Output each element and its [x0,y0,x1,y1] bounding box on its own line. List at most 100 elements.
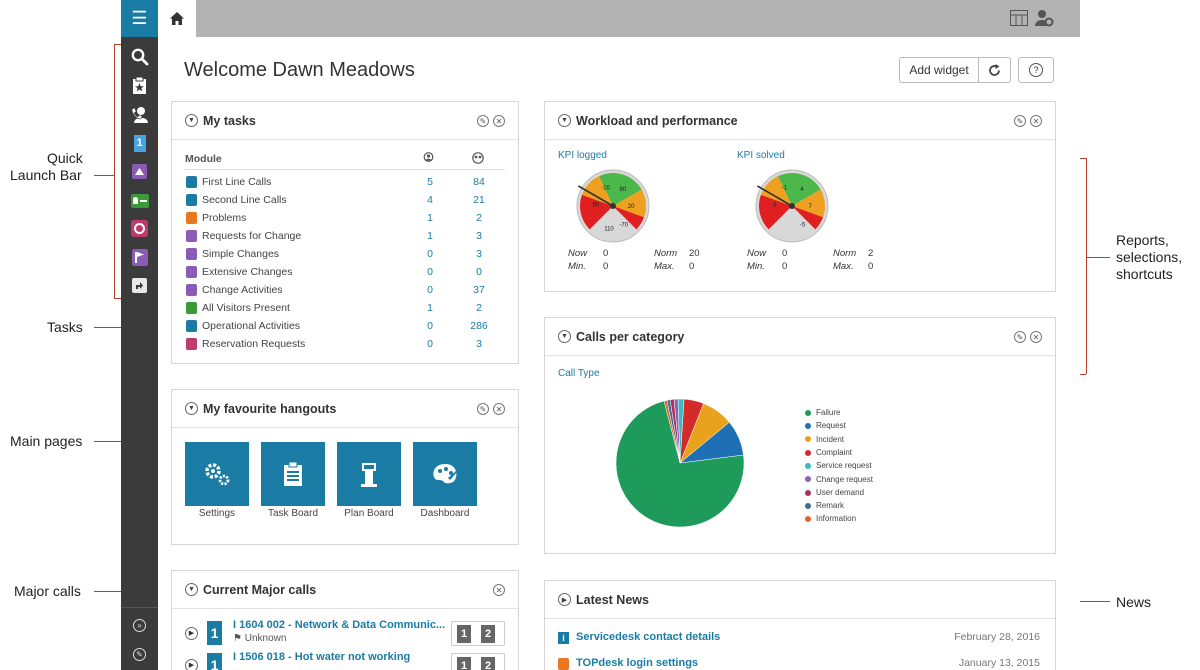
collapse-icon[interactable]: ▼ [185,402,198,415]
group-count[interactable]: 286 [470,320,488,332]
escalate-second-line-icon[interactable]: 2 [481,625,495,643]
refresh-button[interactable] [978,57,1011,83]
close-widget-icon[interactable]: ✕ [1030,331,1042,343]
table-row[interactable]: Operational Activities 0 286 [185,317,505,335]
table-row[interactable]: Requests for Change 1 3 [185,227,505,245]
expand-sidebar-icon[interactable]: » [130,616,149,635]
table-row[interactable]: All Visitors Present 1 2 [185,299,505,317]
escalate-first-line-icon[interactable]: 1 [457,625,471,643]
table-row[interactable]: Second Line Calls 4 21 [185,191,505,209]
add-widget-button[interactable]: Add widget [899,57,979,83]
expand-icon[interactable]: ▶ [558,593,571,606]
edit-widget-icon[interactable]: ✎ [1014,115,1026,127]
legend-item[interactable]: Service request [805,459,872,472]
group-count[interactable]: 3 [476,230,482,242]
news-title[interactable]: TOPdesk login settings [576,657,699,669]
news-title[interactable]: Servicedesk contact details [576,631,721,643]
widget-title: Current Major calls [203,582,317,597]
search-icon[interactable] [130,47,149,66]
legend-item[interactable]: Request [805,419,846,432]
collapse-icon[interactable]: ▼ [185,114,198,127]
visitors-icon[interactable] [130,191,149,210]
mine-count[interactable]: 0 [427,320,433,332]
major-call-title[interactable]: I 1506 018 - Hot water not working [233,651,411,663]
user-settings-icon[interactable] [1035,9,1054,32]
edit-widget-icon[interactable]: ✎ [477,403,489,415]
news-item[interactable]: TOPdesk login settings January 13, 2015 [558,657,1040,670]
close-widget-icon[interactable]: ✕ [493,115,505,127]
mine-count[interactable]: 4 [427,194,433,206]
collapse-icon[interactable]: ▼ [185,583,198,596]
layout-icon[interactable] [1010,10,1028,31]
mine-count[interactable]: 1 [427,212,433,224]
gauge-tick-label: 4 [800,187,804,193]
chart-subtitle[interactable]: Call Type [558,368,600,379]
edit-widget-icon[interactable]: ✎ [477,115,489,127]
change-icon[interactable] [130,162,149,181]
collapse-icon[interactable]: ▼ [558,114,571,127]
table-row[interactable]: Simple Changes 0 3 [185,245,505,263]
favourites-clipboard-icon[interactable] [130,76,149,95]
gauge-label[interactable]: KPI solved [737,150,785,161]
legend-item[interactable]: Information [805,512,856,525]
tile-dashboard[interactable] [413,442,477,506]
edit-widget-icon[interactable]: ✎ [1014,331,1026,343]
major-call-title[interactable]: I 1604 002 - Network & Data Communic... [233,619,446,631]
operations-icon[interactable] [130,248,149,267]
reservations-icon[interactable] [130,219,149,238]
legend-item[interactable]: Incident [805,433,844,446]
mine-count[interactable]: 5 [427,176,433,188]
group-count[interactable]: 3 [476,338,482,350]
legend-item[interactable]: Remark [805,499,844,512]
tile-settings[interactable] [185,442,249,506]
gauge-label[interactable]: KPI logged [558,150,607,161]
news-date: January 13, 2015 [958,657,1040,669]
collapse-icon[interactable]: ▼ [558,330,571,343]
mine-count[interactable]: 0 [427,284,433,296]
widget-header: ▼ My tasks ✎ ✕ [172,102,518,140]
group-count[interactable]: 37 [473,284,485,296]
menu-icon[interactable]: ☰ [121,0,158,37]
mine-count[interactable]: 1 [427,230,433,242]
close-widget-icon[interactable]: ✕ [1030,115,1042,127]
help-button[interactable]: ? [1018,57,1054,83]
first-line-calls-icon[interactable]: 1 [130,134,149,153]
escalate-second-line-icon[interactable]: 2 [481,657,495,670]
close-widget-icon[interactable]: ✕ [493,403,505,415]
group-count[interactable]: 0 [476,266,482,278]
pie-slice-failure[interactable] [615,400,745,528]
table-row[interactable]: Reservation Requests 0 3 [185,335,505,353]
table-row[interactable]: Change Activities 0 37 [185,281,505,299]
shortcut-icon[interactable] [130,276,149,295]
mine-count[interactable]: 1 [427,302,433,314]
caller-icon[interactable] [130,105,149,124]
group-count[interactable]: 3 [476,248,482,260]
expand-icon[interactable]: ▶ [185,659,198,670]
close-widget-icon[interactable]: ✕ [493,584,505,596]
legend-item[interactable]: Complaint [805,446,852,459]
legend-item[interactable]: Failure [805,406,840,419]
tile-plan-board[interactable] [337,442,401,506]
mine-count[interactable]: 0 [427,266,433,278]
table-row[interactable]: First Line Calls 5 84 [185,173,505,191]
group-count[interactable]: 2 [476,302,482,314]
mine-count[interactable]: 0 [427,338,433,350]
mine-count[interactable]: 0 [427,248,433,260]
group-count[interactable]: 2 [476,212,482,224]
table-row[interactable]: Extensive Changes 0 0 [185,263,505,281]
legend-item[interactable]: Change request [805,473,873,486]
major-call-item[interactable]: ▶ 1 I 1604 002 - Network & Data Communic… [185,619,505,659]
legend-swatch [805,489,811,496]
edit-quick-launch-icon[interactable]: ✎ [130,645,149,664]
expand-icon[interactable]: ▶ [185,627,198,640]
legend-item[interactable]: User demand [805,486,864,499]
table-row[interactable]: Problems 1 2 [185,209,505,227]
news-item[interactable]: i Servicedesk contact details February 2… [558,631,1040,649]
tile-task-board[interactable] [261,442,325,506]
pie-slice-information[interactable] [663,400,681,464]
escalate-first-line-icon[interactable]: 1 [457,657,471,670]
group-count[interactable]: 21 [473,194,485,206]
home-tab[interactable] [158,0,196,37]
group-count[interactable]: 84 [473,176,485,188]
major-call-item[interactable]: ▶ 1 I 1506 018 - Hot water not working 1… [185,651,505,670]
